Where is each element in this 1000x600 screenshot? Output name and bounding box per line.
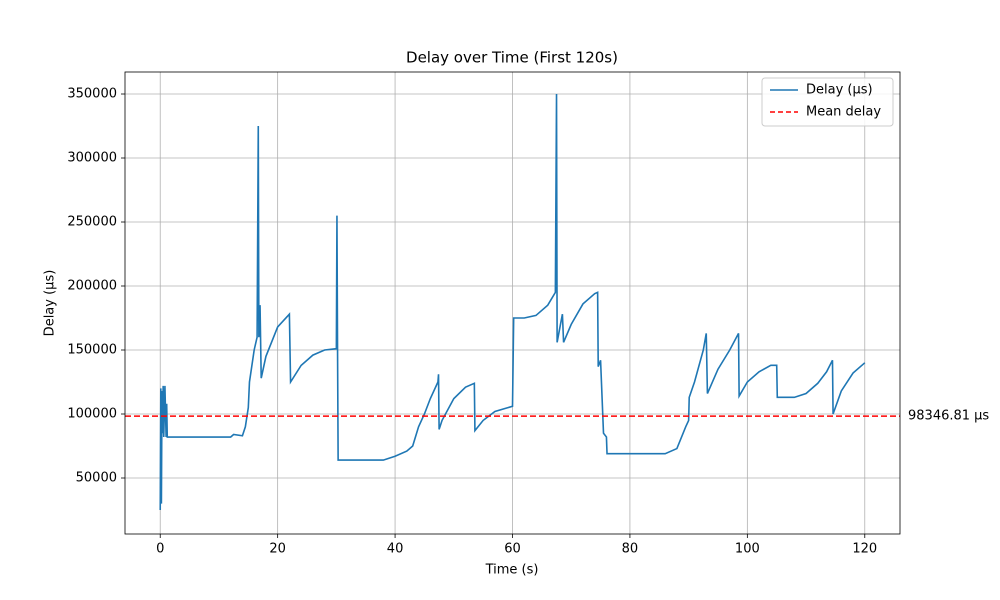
plot-frame [124, 71, 901, 535]
legend-label: Mean delay [806, 105, 881, 120]
x-tick-label: 0 [156, 542, 164, 557]
x-tick-label: 20 [269, 542, 286, 557]
y-tick-label: 300000 [67, 151, 117, 166]
x-tick-label: 100 [735, 542, 760, 557]
data-line [159, 93, 866, 511]
legend-label: Delay (µs) [806, 83, 873, 98]
x-axis-label: Time (s) [485, 563, 539, 578]
mean-label: 98346.81 µs [908, 409, 989, 424]
x-tick-label: 40 [387, 542, 404, 557]
y-tick-label: 250000 [67, 215, 117, 230]
y-tick-label: 100000 [67, 407, 117, 422]
y-tick-label: 150000 [67, 343, 117, 358]
x-tick-label: 80 [622, 542, 639, 557]
y-tick-label: 350000 [67, 87, 117, 102]
x-tick-label: 60 [504, 542, 521, 557]
x-tick-label: 120 [852, 542, 877, 557]
y-tick-label: 50000 [76, 471, 117, 486]
y-tick-label: 200000 [67, 279, 117, 294]
y-axis-label: Delay (µs) [43, 270, 58, 337]
chart-title: Delay over Time (First 120s) [406, 49, 618, 67]
